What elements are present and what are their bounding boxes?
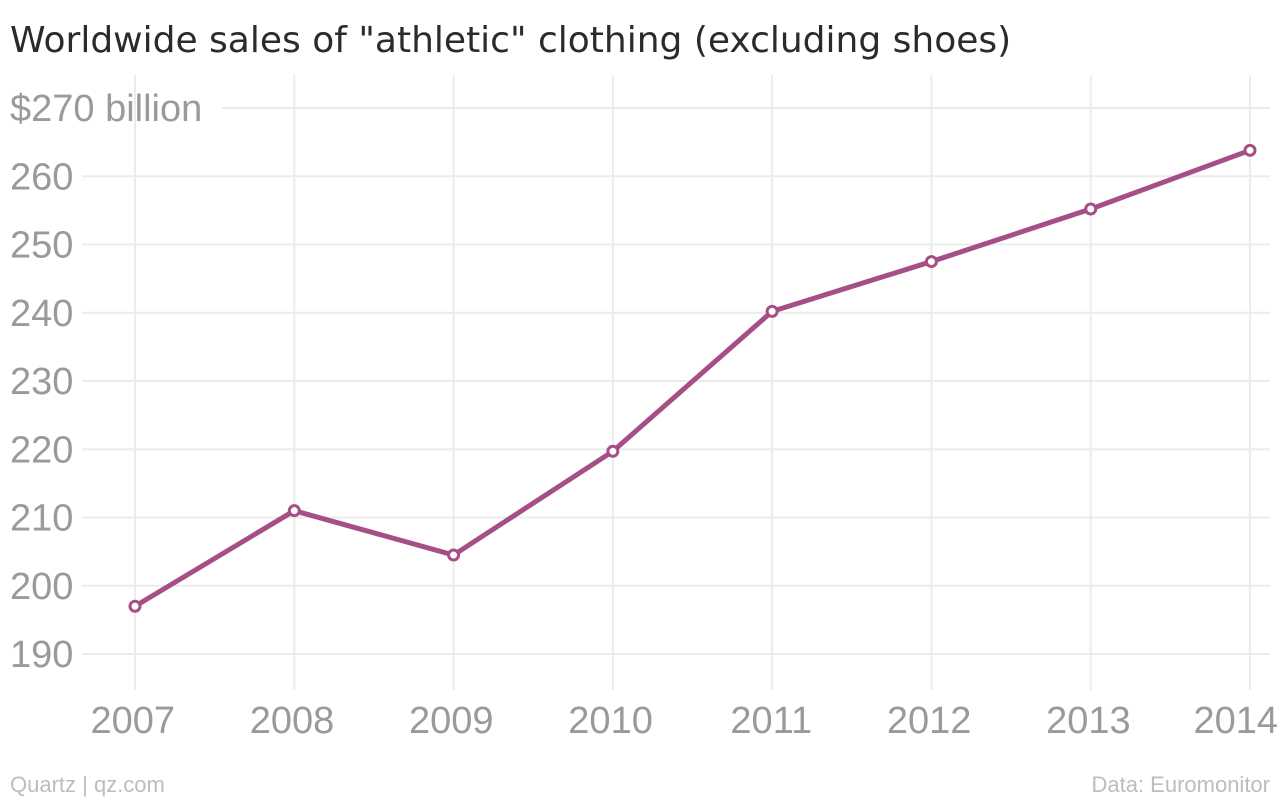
x-tick-label-2013: 2013 — [1046, 700, 1131, 742]
y-tick-label: 230 — [10, 361, 73, 403]
x-tick-label-2014: 2014 — [1193, 700, 1278, 742]
data-point-2012 — [924, 255, 938, 269]
y-tick-label: $270 billion — [10, 88, 202, 130]
series-line — [132, 147, 1253, 609]
y-tick-label: 210 — [10, 498, 73, 540]
data-point-2013 — [1084, 202, 1098, 216]
y-tick-label: 260 — [10, 156, 73, 198]
series-layer — [128, 143, 1257, 613]
chart-title: Worldwide sales of "athletic" clothing (… — [10, 20, 1011, 61]
data-point-2007 — [128, 599, 142, 613]
y-tick-label: 250 — [10, 225, 73, 267]
footer-credit: Quartz | qz.com — [10, 772, 165, 797]
x-tick-label-2009: 2009 — [409, 700, 494, 742]
y-axis-tick-labels: $270 billion 260 250 240 230 220 210 200 190 — [10, 88, 202, 676]
x-axis-tick-labels: 2007 2008 2009 2010 2011 2012 2013 2014 — [90, 700, 1278, 742]
x-tick-label-2011: 2011 — [730, 700, 812, 742]
data-point-2011 — [765, 304, 779, 318]
y-tick-label: 220 — [10, 429, 73, 471]
data-point-2009 — [447, 548, 461, 562]
data-point-2014 — [1243, 143, 1257, 157]
x-tick-label-2008: 2008 — [250, 700, 335, 742]
x-tick-label-2007: 2007 — [90, 700, 175, 742]
y-tick-label: 200 — [10, 566, 73, 608]
x-tick-label-2010: 2010 — [568, 700, 653, 742]
horizontal-gridlines — [82, 107, 1270, 655]
data-point-2010 — [606, 444, 620, 458]
x-tick-label-2012: 2012 — [887, 700, 972, 742]
footer-source: Data: Euromonitor — [1091, 772, 1270, 797]
data-point-2008 — [287, 504, 301, 518]
y-tick-label: 240 — [10, 293, 73, 335]
vertical-gridlines — [134, 75, 1251, 690]
y-tick-label: 190 — [10, 634, 73, 676]
